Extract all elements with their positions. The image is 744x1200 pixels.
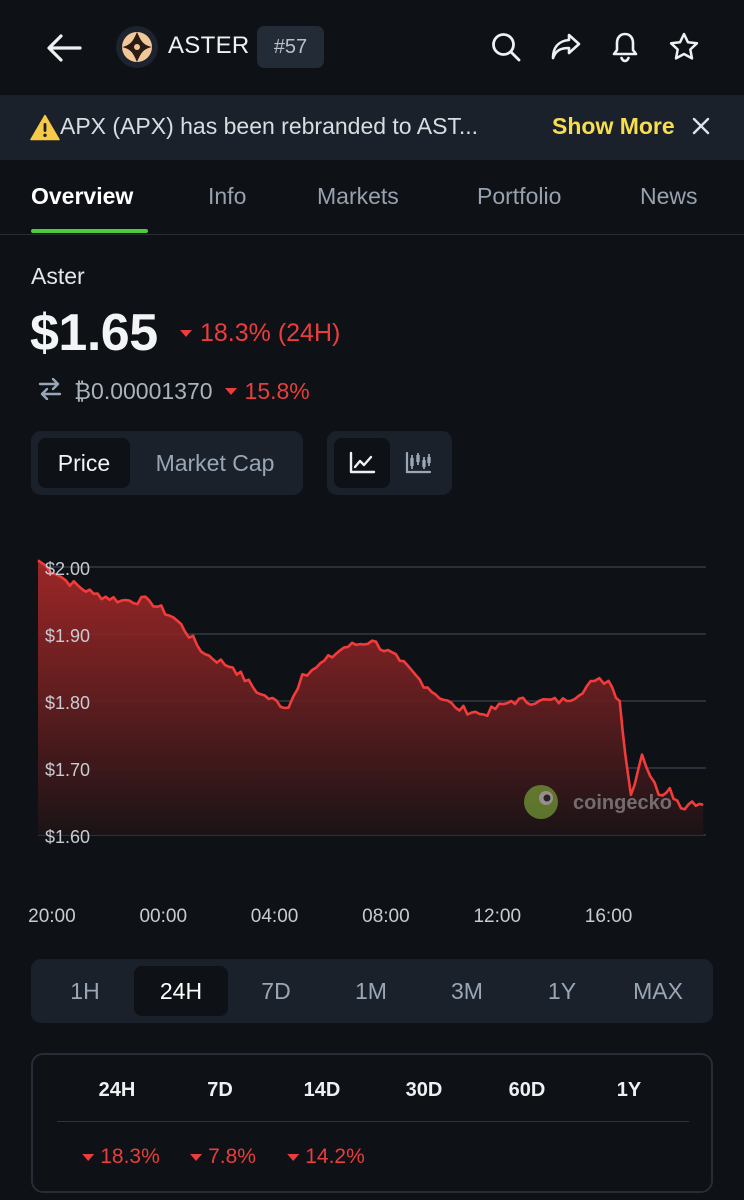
tab-portfolio[interactable]: Portfolio bbox=[477, 183, 562, 209]
range-1m-button[interactable]: 1M bbox=[355, 977, 387, 1004]
swap-arrows-icon[interactable] bbox=[38, 377, 62, 405]
perf-header-24h: 24H bbox=[98, 1079, 136, 1101]
y-tick-label: $2.00 bbox=[45, 559, 90, 579]
asset-name: Aster bbox=[31, 263, 85, 289]
watermark-text: coingecko bbox=[573, 792, 672, 814]
price-chart[interactable]: $2.00 $1.90 $1.80 $1.70 $1.60 20:00 00:00 04:0… bbox=[0, 540, 744, 930]
price-toggle-button[interactable]: Price bbox=[38, 438, 130, 488]
warning-icon bbox=[30, 114, 60, 146]
perf-header-7d: 7D bbox=[207, 1079, 233, 1101]
perf-value-7d-text: 7.8% bbox=[208, 1145, 256, 1168]
time-range-selector: 1H 24H 7D 1M 3M 1Y MAX bbox=[31, 959, 713, 1023]
rebrand-banner: APX (APX) has been rebranded to AST... S… bbox=[0, 95, 744, 160]
market-cap-toggle-button[interactable]: Market Cap bbox=[155, 449, 275, 476]
range-24h-button[interactable]: 24H bbox=[134, 966, 228, 1016]
back-arrow-icon[interactable] bbox=[44, 30, 84, 66]
perf-header-1y: 1Y bbox=[616, 1079, 642, 1101]
perf-header-14d: 14D bbox=[303, 1079, 341, 1101]
range-7d-button[interactable]: 7D bbox=[261, 977, 291, 1004]
coin-name: ASTER bbox=[168, 32, 250, 59]
perf-header-60d: 60D bbox=[508, 1079, 546, 1101]
down-triangle-icon bbox=[180, 330, 192, 337]
y-tick-label: $1.90 bbox=[45, 626, 90, 646]
down-triangle-icon bbox=[287, 1153, 300, 1161]
share-icon[interactable] bbox=[546, 26, 586, 68]
line-chart-icon[interactable] bbox=[334, 438, 390, 488]
tab-overview[interactable]: Overview bbox=[31, 183, 134, 209]
perf-value-24h-text: 18.3% bbox=[100, 1145, 160, 1168]
metric-toggle: Price Market Cap bbox=[31, 431, 303, 495]
price-area bbox=[38, 560, 704, 835]
close-icon[interactable] bbox=[688, 112, 714, 140]
y-tick-label: $1.60 bbox=[45, 827, 90, 847]
x-tick-label: 12:00 bbox=[473, 906, 521, 927]
y-tick-label: $1.70 bbox=[45, 760, 90, 780]
active-tab-indicator bbox=[31, 229, 148, 233]
range-max-button[interactable]: MAX bbox=[633, 977, 683, 1004]
x-tick-label: 08:00 bbox=[362, 906, 410, 927]
tab-bar: Overview Info Markets Portfolio News bbox=[0, 160, 744, 235]
down-triangle-icon bbox=[82, 1153, 95, 1161]
down-triangle-icon bbox=[190, 1153, 203, 1161]
range-3m-button[interactable]: 3M bbox=[451, 977, 483, 1004]
x-tick-label: 20:00 bbox=[28, 906, 76, 927]
chart-type-toggle bbox=[327, 431, 452, 495]
x-tick-label: 16:00 bbox=[585, 906, 633, 927]
range-1y-button[interactable]: 1Y bbox=[547, 977, 577, 1004]
search-icon[interactable] bbox=[486, 26, 526, 68]
price-change-value: 18.3% (24H) bbox=[200, 319, 341, 347]
price-line bbox=[37, 559, 704, 811]
range-1h-button[interactable]: 1H bbox=[70, 977, 100, 1004]
performance-table: 24H 7D 14D 30D 60D 1Y 18.3% 7.8% 14.2% bbox=[31, 1053, 713, 1193]
perf-value-14d: 14.2% bbox=[287, 1145, 365, 1169]
rank-badge: #57 bbox=[257, 26, 324, 68]
tab-markets[interactable]: Markets bbox=[317, 183, 399, 209]
current-price: $1.65 bbox=[30, 304, 158, 362]
coin-logo bbox=[116, 26, 158, 68]
coingecko-watermark: coingecko bbox=[524, 785, 672, 819]
perf-value-24h: 18.3% bbox=[82, 1145, 160, 1169]
top-bar: ASTER #57 bbox=[0, 0, 744, 95]
x-tick-label: 04:00 bbox=[251, 906, 299, 927]
btc-change-value: 15.8% bbox=[244, 377, 310, 404]
perf-value-7d: 7.8% bbox=[190, 1145, 256, 1169]
price-chart-svg: $2.00 $1.90 $1.80 $1.70 $1.60 20:00 00:00 04:0… bbox=[28, 559, 706, 927]
price-change-24h: 18.3% (24H) bbox=[180, 319, 340, 348]
y-tick-label: $1.80 bbox=[45, 693, 90, 713]
candlestick-chart-icon[interactable] bbox=[391, 438, 445, 488]
perf-divider bbox=[57, 1121, 689, 1122]
perf-value-14d-text: 14.2% bbox=[305, 1145, 365, 1168]
x-tick-label: 00:00 bbox=[139, 906, 187, 927]
banner-text: APX (APX) has been rebranded to AST... bbox=[60, 113, 479, 139]
btc-price-row: ₿0.00001370 15.8% bbox=[38, 376, 310, 406]
down-triangle-icon bbox=[224, 387, 237, 395]
btc-price: ₿0.00001370 bbox=[74, 377, 213, 404]
bell-icon[interactable] bbox=[605, 26, 645, 68]
btc-change: 15.8% bbox=[224, 377, 310, 405]
tab-info[interactable]: Info bbox=[208, 183, 247, 209]
tab-news[interactable]: News bbox=[640, 183, 698, 209]
star-icon[interactable] bbox=[664, 26, 704, 68]
perf-header-30d: 30D bbox=[405, 1079, 443, 1101]
show-more-link[interactable]: Show More bbox=[552, 113, 675, 139]
